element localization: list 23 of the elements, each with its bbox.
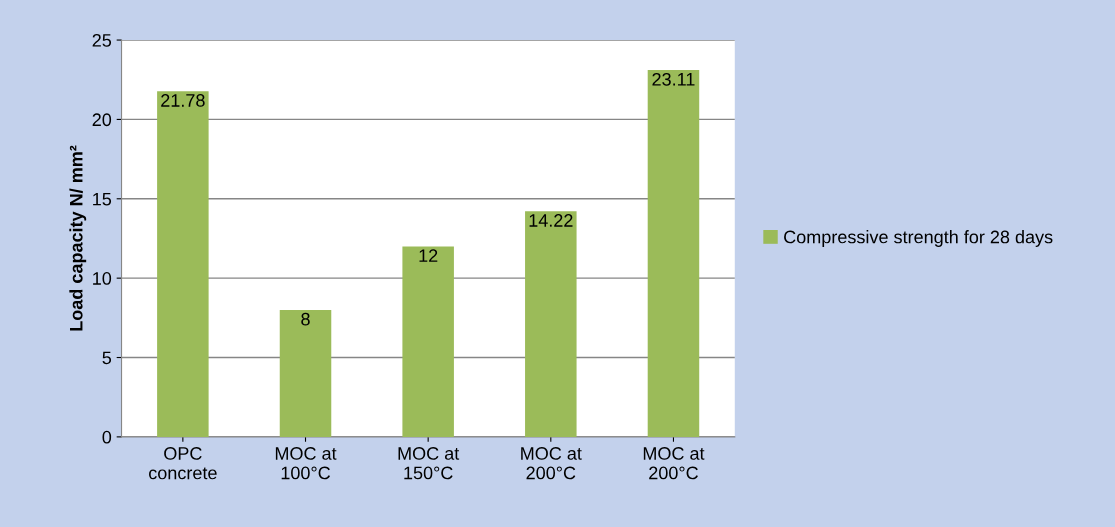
x-tick-label: MOC at 200°C <box>521 447 582 480</box>
x-tick-label: OPC concrete <box>149 447 217 480</box>
x-tick-label: MOC at 200°C <box>643 447 705 480</box>
legend-label: Compressive strength for 28 days <box>784 230 1053 247</box>
data-label: 8 <box>301 312 310 326</box>
x-tick-label: MOC at 100°C <box>275 447 337 480</box>
y-tick-label: 0 <box>102 430 112 444</box>
y-tick-label: 20 <box>92 113 112 127</box>
data-label: 12 <box>419 249 438 262</box>
y-tick-label: 25 <box>92 33 112 47</box>
data-label: 14.22 <box>529 214 573 227</box>
bar <box>402 246 454 437</box>
y-tick-label: 10 <box>93 272 112 285</box>
bar <box>647 70 700 437</box>
data-label: 21.78 <box>161 94 205 107</box>
bar <box>279 309 332 437</box>
bar <box>525 211 577 437</box>
data-label: 23.11 <box>652 72 695 86</box>
y-tick-label: 15 <box>93 192 112 206</box>
bar <box>157 91 209 437</box>
x-tick-label: MOC at 150°C <box>398 447 460 480</box>
y-axis-title: Load capacity N/ mm² <box>69 145 87 331</box>
y-tick-label: 5 <box>102 351 112 365</box>
